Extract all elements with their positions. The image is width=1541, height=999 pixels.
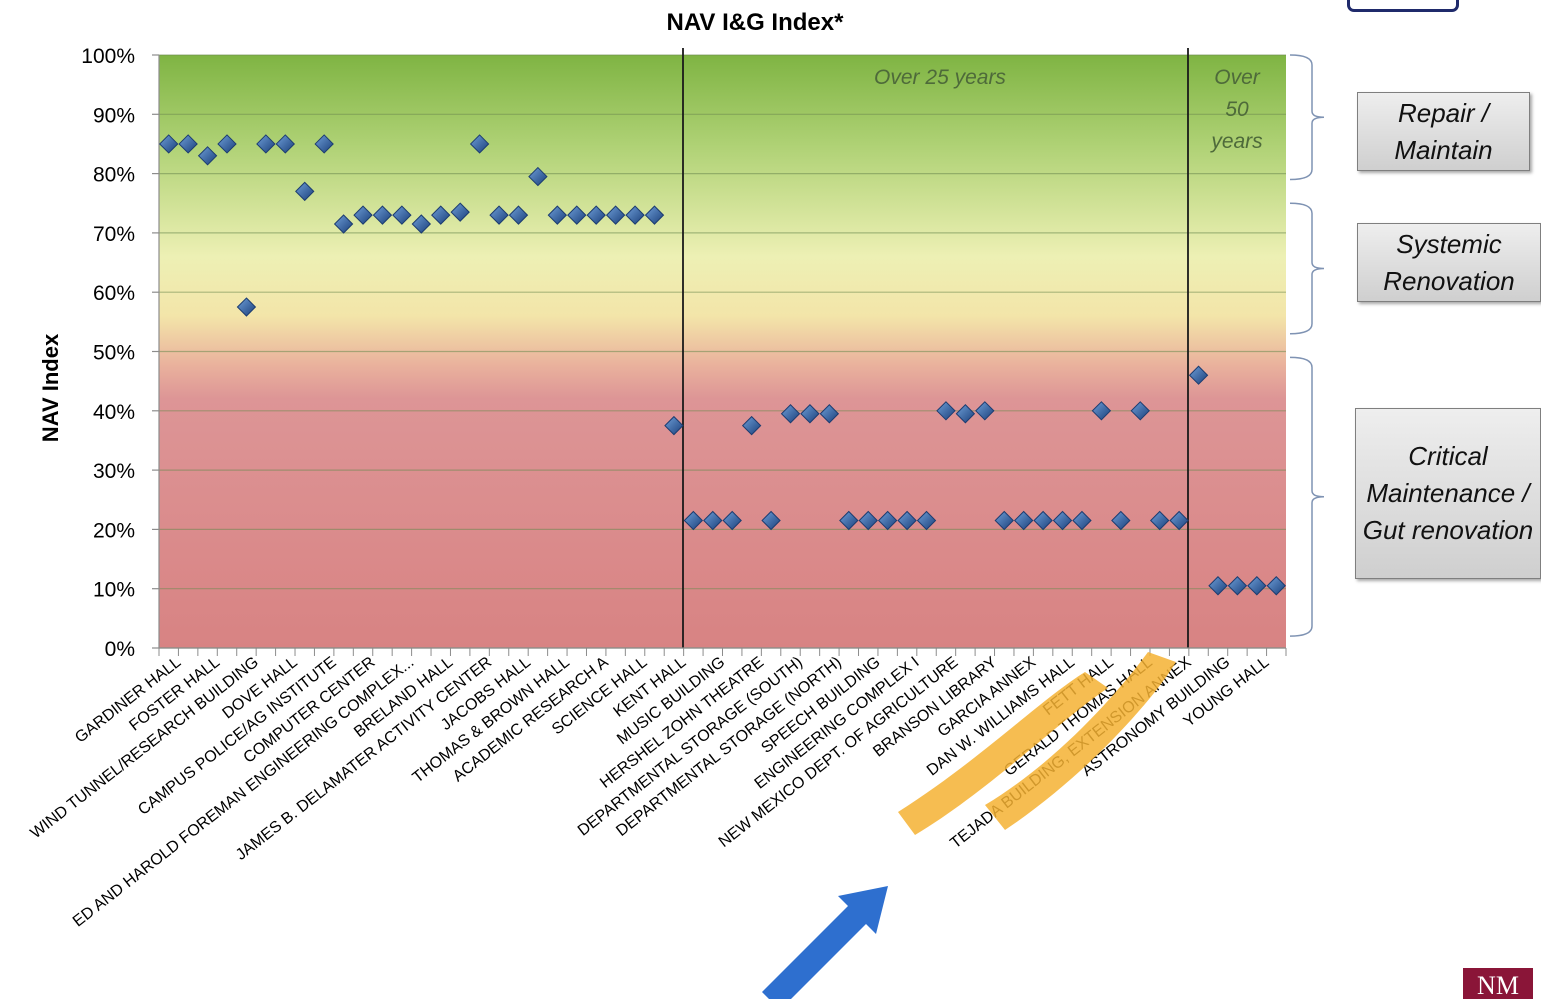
data-point <box>411 214 432 234</box>
data-point <box>741 415 762 436</box>
data-point <box>722 510 742 531</box>
data-point <box>1266 576 1286 596</box>
annotation-over-50-years: Over 50 years <box>1209 66 1263 153</box>
data-point <box>392 205 412 225</box>
data-point <box>839 510 859 531</box>
data-point <box>1033 510 1053 531</box>
y-tick-label: 20% <box>93 519 135 542</box>
y-tick-label: 0% <box>105 638 135 661</box>
data-point <box>197 146 218 166</box>
data-point <box>275 134 296 154</box>
y-tick-label: 30% <box>93 460 135 483</box>
data-point <box>877 510 898 531</box>
data-point <box>295 181 315 202</box>
data-point <box>916 510 937 531</box>
y-axis-label: NAV Index <box>38 333 63 442</box>
data-point <box>1247 576 1267 596</box>
chart-title: NAV I&G Index* <box>667 9 845 36</box>
y-tick-label: 100% <box>81 45 135 68</box>
data-point <box>800 404 820 424</box>
data-point <box>217 134 237 154</box>
data-point <box>955 404 976 424</box>
y-tick-label: 70% <box>93 223 135 246</box>
data-point <box>703 510 723 531</box>
data-point <box>314 134 334 154</box>
data-point <box>489 205 509 225</box>
data-point <box>858 510 878 531</box>
data-point <box>508 205 529 225</box>
band-bracket <box>1289 54 1325 181</box>
annotation-over-25-years: Over 25 years <box>874 66 1006 89</box>
data-point <box>1208 576 1228 596</box>
data-point <box>1052 510 1073 531</box>
y-tick-label: 10% <box>93 579 135 602</box>
data-point <box>567 205 587 225</box>
data-point <box>936 401 956 421</box>
callout-critical-maintenance: Critical Maintenance / Gut renovation <box>1355 408 1541 579</box>
data-point <box>1111 510 1131 531</box>
data-point <box>1130 401 1150 421</box>
y-tick-label: 80% <box>93 164 135 187</box>
data-point <box>372 205 393 225</box>
callout-systemic-renovation: Systemic Renovation <box>1357 223 1541 302</box>
band-bracket <box>1289 202 1325 335</box>
data-point <box>625 205 645 225</box>
band-bracket <box>1289 356 1325 637</box>
data-point <box>178 134 198 154</box>
arrow-indicator <box>762 886 888 999</box>
data-point <box>159 134 179 154</box>
data-point <box>236 297 257 317</box>
data-point <box>431 205 451 225</box>
data-point <box>256 134 276 154</box>
data-point <box>1169 510 1189 531</box>
region-annotations: Over 25 years Over 50 years <box>874 66 1263 153</box>
gridlines <box>159 54 1286 649</box>
data-point <box>761 510 781 531</box>
data-point <box>780 404 801 424</box>
data-point <box>994 510 1014 531</box>
data-point <box>528 166 548 187</box>
data-point <box>1013 510 1034 531</box>
data-point <box>605 205 626 225</box>
data-point <box>353 205 373 225</box>
x-axis-ticks <box>158 648 1287 656</box>
data-point <box>547 205 568 225</box>
data-point <box>1149 510 1170 531</box>
data-point <box>819 404 840 424</box>
data-point <box>469 134 490 154</box>
corner-tab-shape <box>1347 0 1459 12</box>
data-point <box>683 510 704 531</box>
data-point <box>644 205 665 225</box>
data-point <box>333 214 354 234</box>
nm-logo: NM <box>1463 968 1533 999</box>
data-point <box>1227 576 1248 596</box>
data-point <box>586 205 606 225</box>
highlight-mark-2 <box>985 652 1176 830</box>
data-point <box>664 415 684 436</box>
callout-repair-maintain: Repair / Maintain <box>1357 92 1530 171</box>
y-tick-label: 50% <box>93 342 135 365</box>
y-tick-label: 40% <box>93 401 135 424</box>
data-point <box>450 202 470 222</box>
data-point <box>1091 401 1112 421</box>
band-brackets <box>1289 54 1325 637</box>
data-point <box>1072 510 1092 531</box>
data-point <box>1188 365 1209 385</box>
y-tick-label: 90% <box>93 104 135 127</box>
y-tick-label: 60% <box>93 282 135 305</box>
data-points <box>159 134 1286 596</box>
highlight-mark-1 <box>898 672 1108 835</box>
data-point <box>897 510 917 531</box>
data-point <box>975 401 995 421</box>
age-dividers <box>682 48 1189 648</box>
